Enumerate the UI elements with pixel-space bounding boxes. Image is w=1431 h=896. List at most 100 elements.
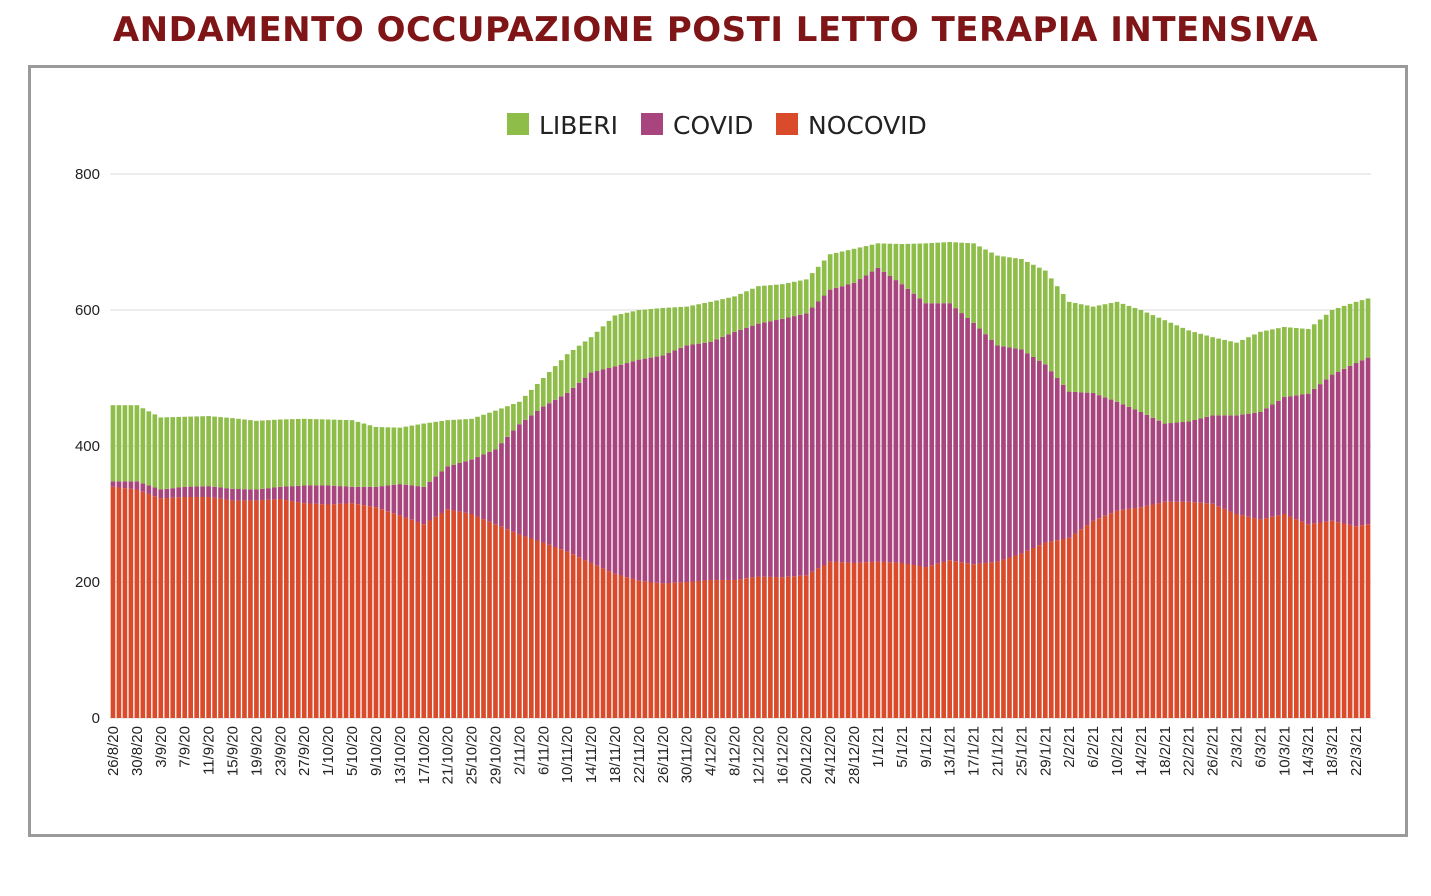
bar-covid bbox=[134, 481, 140, 490]
bar-nocovid bbox=[1299, 521, 1305, 718]
bar-liberi bbox=[469, 418, 474, 460]
bar-nocovid bbox=[1282, 514, 1287, 718]
bar-liberi bbox=[224, 417, 229, 489]
bar-nocovid bbox=[1168, 501, 1174, 718]
bar-covid bbox=[295, 485, 301, 503]
bar-nocovid bbox=[194, 497, 199, 718]
bar-covid bbox=[1323, 379, 1329, 522]
bar-nocovid bbox=[379, 509, 385, 718]
bar-nocovid bbox=[857, 562, 863, 718]
bar-covid bbox=[349, 486, 355, 504]
bar-covid bbox=[1287, 396, 1293, 517]
bar-liberi bbox=[630, 311, 636, 362]
bar-liberi bbox=[110, 405, 116, 482]
bar-nocovid bbox=[176, 497, 182, 718]
bar-liberi bbox=[1031, 264, 1036, 357]
bar-nocovid bbox=[768, 576, 773, 718]
bar-covid bbox=[1174, 422, 1180, 502]
x-tick-label: 6/2/21 bbox=[1085, 726, 1102, 768]
bar-covid bbox=[570, 387, 576, 555]
bar-covid bbox=[116, 481, 122, 488]
bar-liberi bbox=[642, 309, 648, 359]
bar-covid bbox=[780, 318, 785, 578]
bar-liberi bbox=[1317, 319, 1323, 385]
bar-liberi bbox=[636, 310, 642, 360]
bar-liberi bbox=[1054, 286, 1060, 378]
bar-covid bbox=[785, 317, 791, 577]
bar-covid bbox=[1036, 360, 1042, 546]
bar-liberi bbox=[1060, 294, 1066, 385]
bar-covid bbox=[152, 487, 158, 497]
bar-covid bbox=[242, 489, 247, 501]
bar-nocovid bbox=[1060, 538, 1066, 718]
bar-nocovid bbox=[451, 510, 456, 718]
bar-liberi bbox=[1156, 317, 1162, 421]
bar-nocovid bbox=[965, 563, 970, 718]
bar-liberi bbox=[1210, 337, 1215, 416]
bar-nocovid bbox=[1180, 501, 1186, 718]
bar-liberi bbox=[1150, 315, 1156, 418]
bar-covid bbox=[1114, 401, 1120, 511]
bar-liberi bbox=[708, 301, 713, 342]
bar-nocovid bbox=[1084, 525, 1090, 718]
bar-nocovid bbox=[1019, 553, 1024, 718]
bar-covid bbox=[391, 484, 397, 514]
bar-covid bbox=[702, 342, 707, 581]
bar-liberi bbox=[546, 372, 552, 404]
bar-covid bbox=[833, 287, 839, 562]
bar-liberi bbox=[1132, 307, 1138, 410]
bar-liberi bbox=[971, 243, 976, 323]
bar-covid bbox=[158, 489, 164, 499]
bar-liberi bbox=[313, 419, 319, 486]
bar-nocovid bbox=[427, 520, 433, 718]
bar-covid bbox=[337, 486, 343, 504]
bar-liberi bbox=[391, 427, 397, 485]
bar-nocovid bbox=[152, 496, 158, 718]
x-tick-label: 22/11/20 bbox=[631, 726, 648, 783]
bar-nocovid bbox=[845, 562, 851, 718]
bar-covid bbox=[1305, 393, 1311, 525]
bar-nocovid bbox=[702, 580, 707, 718]
bar-covid bbox=[750, 325, 755, 578]
bar-liberi bbox=[421, 423, 427, 487]
bar-covid bbox=[1311, 388, 1317, 524]
bar-nocovid bbox=[188, 497, 194, 718]
bar-covid bbox=[582, 377, 588, 561]
bar-nocovid bbox=[684, 582, 690, 718]
bar-covid bbox=[164, 488, 170, 499]
bar-covid bbox=[1180, 422, 1186, 502]
x-tick-label: 16/12/20 bbox=[774, 726, 791, 784]
bar-covid bbox=[1228, 415, 1233, 512]
bar-liberi bbox=[1013, 258, 1018, 349]
bar-covid bbox=[254, 489, 259, 501]
bar-covid bbox=[409, 485, 415, 520]
x-tick-label: 22/2/21 bbox=[1181, 726, 1198, 776]
bar-liberi bbox=[481, 414, 486, 455]
bar-covid bbox=[791, 316, 797, 577]
x-tick-label: 4/12/20 bbox=[703, 726, 720, 776]
bar-nocovid bbox=[355, 504, 361, 718]
bar-covid bbox=[1144, 414, 1150, 506]
bar-nocovid bbox=[224, 499, 229, 718]
bar-liberi bbox=[857, 247, 863, 280]
bar-covid bbox=[983, 334, 988, 563]
bar-liberi bbox=[1287, 327, 1293, 397]
bar-nocovid bbox=[923, 567, 929, 718]
bar-covid bbox=[1054, 378, 1060, 541]
bar-liberi bbox=[266, 420, 271, 489]
bar-covid bbox=[325, 485, 331, 505]
bar-liberi bbox=[439, 421, 445, 472]
bar-liberi bbox=[1192, 332, 1198, 420]
bar-liberi bbox=[1019, 259, 1024, 350]
bar-nocovid bbox=[839, 562, 845, 718]
bar-covid bbox=[140, 483, 146, 492]
bar-liberi bbox=[660, 307, 666, 356]
bar-covid bbox=[1198, 418, 1204, 503]
x-tick-label: 28/12/20 bbox=[846, 726, 863, 784]
bar-covid bbox=[774, 320, 779, 578]
bar-liberi bbox=[797, 280, 803, 315]
bar-liberi bbox=[989, 252, 994, 340]
bar-nocovid bbox=[1102, 515, 1108, 718]
bar-covid bbox=[797, 314, 803, 576]
bar-covid bbox=[194, 486, 199, 497]
